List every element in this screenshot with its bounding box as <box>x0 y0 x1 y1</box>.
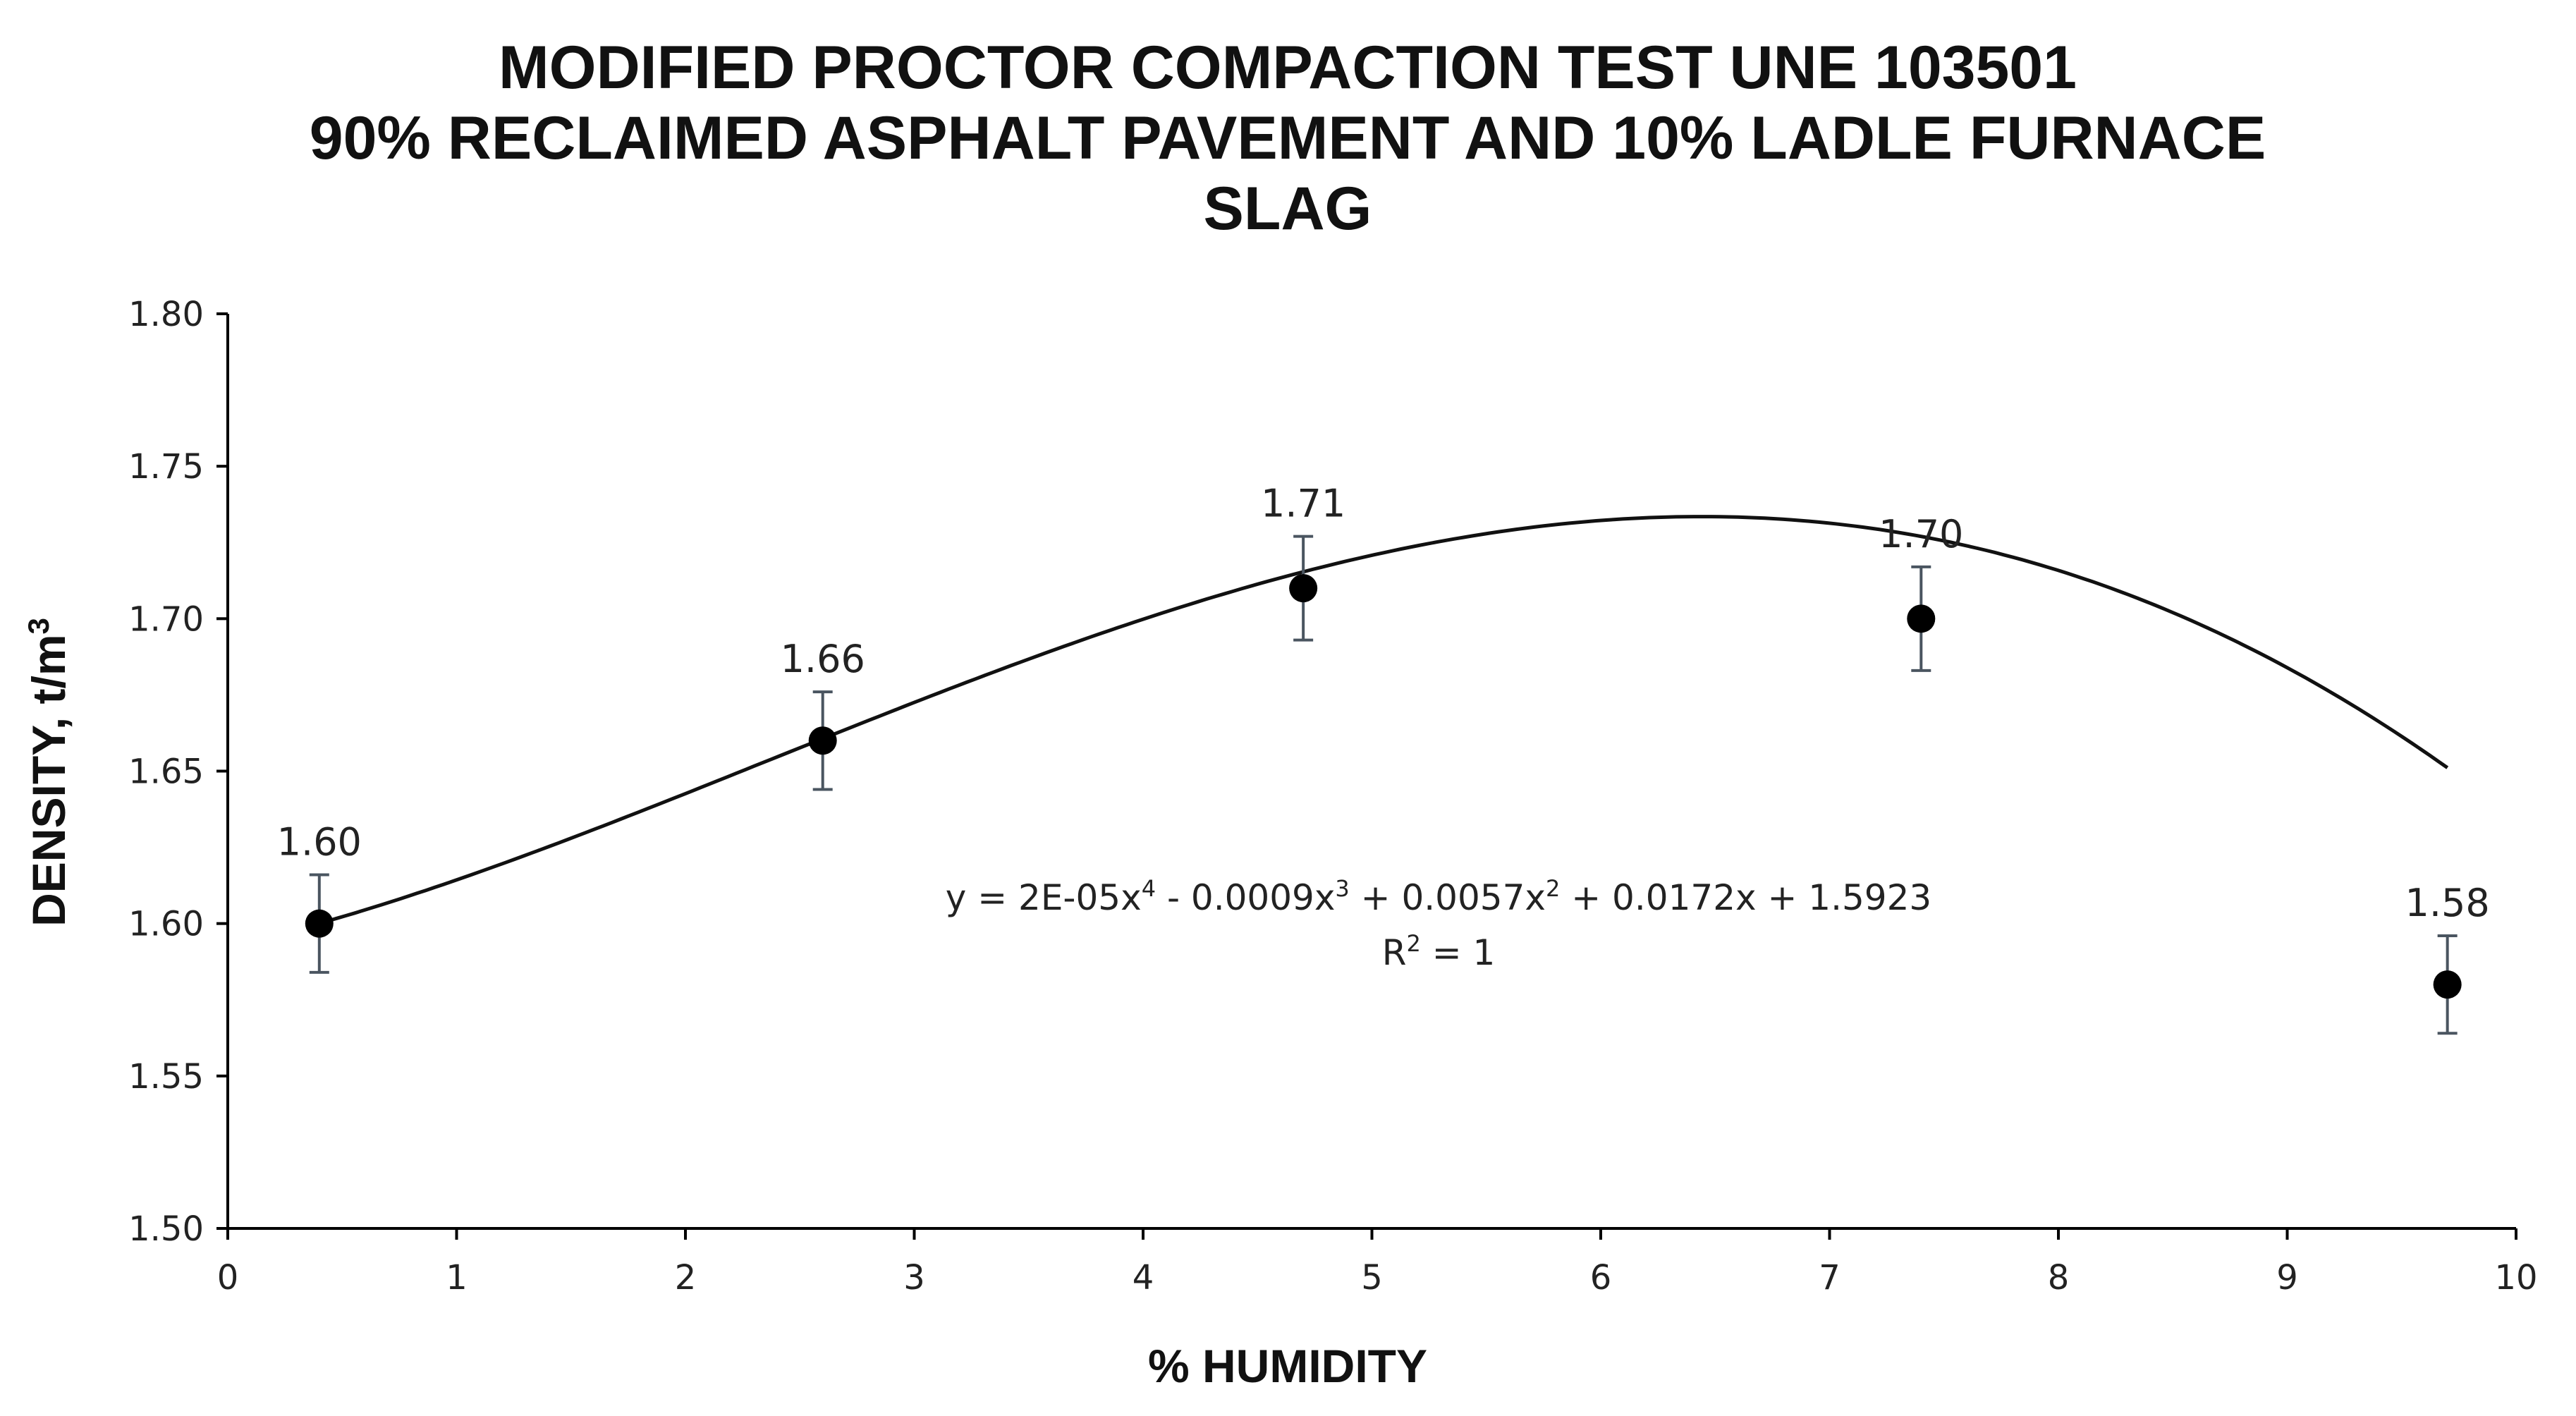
y-axis-title-superscript: 3 <box>22 618 55 634</box>
y-tick-label: 1.65 <box>128 752 204 792</box>
data-label: 1.66 <box>781 637 865 681</box>
y-axis-ticks: 1.50 1.55 1.60 1.65 1.70 1.75 1.80 <box>128 295 228 1249</box>
y-tick-label: 1.70 <box>128 599 204 639</box>
x-axis-ticks: 0 1 2 3 4 5 6 7 8 9 10 <box>217 1228 2538 1298</box>
data-point <box>808 726 837 755</box>
data-point <box>1289 574 1318 603</box>
equation-exponent: 2 <box>1546 875 1560 902</box>
x-axis-title: % HUMIDITY <box>1148 1340 1427 1392</box>
y-tick-label: 1.60 <box>128 905 204 944</box>
equation-part: + 0.0172x + 1.5923 <box>1560 877 1931 918</box>
equation-part: + 0.0057x <box>1350 877 1546 918</box>
chart-title-line-1: MODIFIED PROCTOR COMPACTION TEST UNE 103… <box>499 34 2077 102</box>
data-point <box>2433 970 2462 999</box>
data-points <box>305 574 2462 999</box>
data-label: 1.70 <box>1879 512 1963 556</box>
y-tick-label: 1.50 <box>128 1209 204 1249</box>
trendline-curve <box>319 515 2449 925</box>
x-tick-label: 1 <box>446 1258 468 1298</box>
x-tick-label: 0 <box>217 1258 239 1298</box>
data-point <box>305 909 334 938</box>
equation-part: - 0.0009x <box>1156 877 1335 918</box>
equation-exponent: 4 <box>1142 875 1156 902</box>
x-tick-label: 4 <box>1133 1258 1154 1298</box>
r-squared-value: R2 = 1 <box>1382 930 1496 973</box>
y-tick-label: 1.55 <box>128 1057 204 1097</box>
x-tick-label: 6 <box>1590 1258 1612 1298</box>
x-tick-label: 2 <box>675 1258 697 1298</box>
equation-part: y = 2E-05x <box>946 877 1142 918</box>
r2-part: = 1 <box>1421 932 1496 973</box>
y-axis-title: DENSITY, t/m3 <box>22 618 75 927</box>
data-label: 1.71 <box>1261 482 1345 526</box>
x-tick-label: 9 <box>2276 1258 2298 1298</box>
x-tick-label: 5 <box>1361 1258 1383 1298</box>
x-tick-label: 7 <box>1819 1258 1841 1298</box>
r2-part: R <box>1382 932 1407 973</box>
chart-title-line-3: SLAG <box>1204 175 1372 243</box>
y-axis-title-main: DENSITY, t/m <box>23 634 75 926</box>
x-tick-label: 3 <box>903 1258 925 1298</box>
x-tick-label: 8 <box>2048 1258 2070 1298</box>
equation-exponent: 3 <box>1335 875 1349 902</box>
chart-title-line-2: 90% RECLAIMED ASPHALT PAVEMENT AND 10% L… <box>310 104 2266 172</box>
data-labels: 1.60 1.66 1.71 1.70 1.58 <box>277 482 2490 925</box>
x-tick-label: 10 <box>2494 1258 2537 1298</box>
data-label: 1.58 <box>2405 881 2490 925</box>
r2-exponent: 2 <box>1406 930 1420 957</box>
trendline-equation: y = 2E-05x4 - 0.0009x3 + 0.0057x2 + 0.01… <box>946 875 1931 918</box>
y-tick-label: 1.80 <box>128 295 204 334</box>
data-label: 1.60 <box>277 819 362 864</box>
y-tick-label: 1.75 <box>128 447 204 487</box>
data-point <box>1907 604 1936 633</box>
